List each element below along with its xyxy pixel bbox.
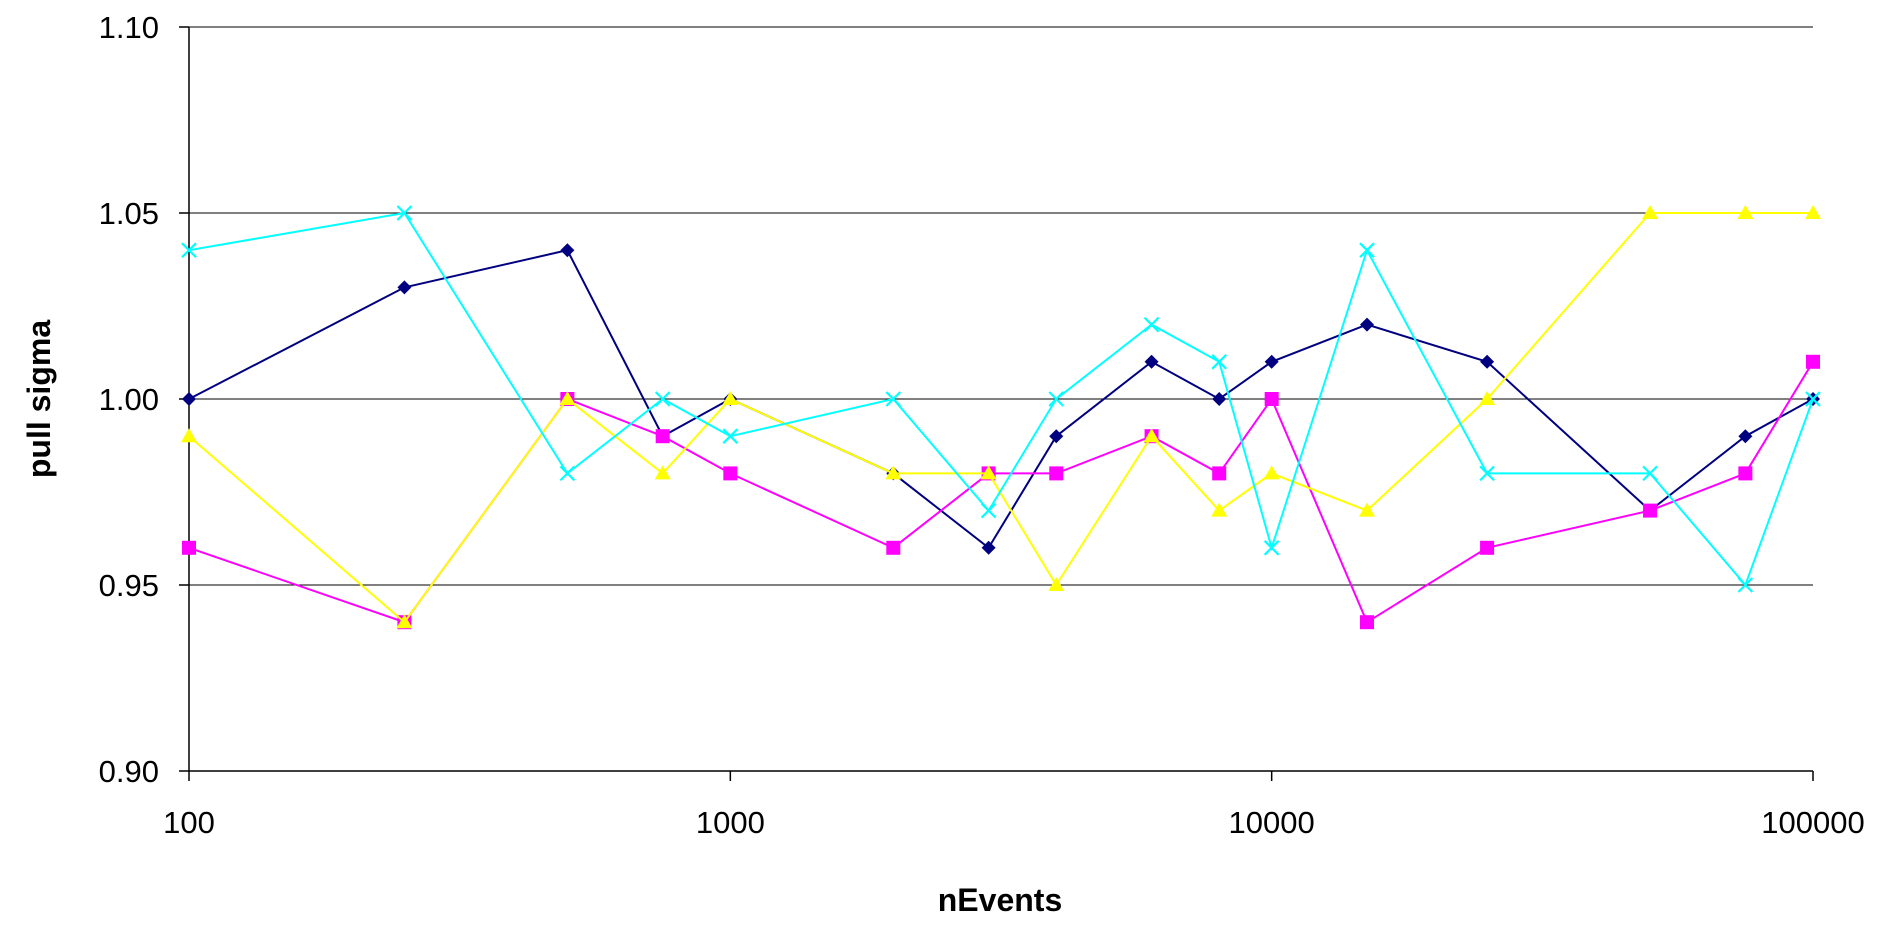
series-3-point-9 — [1143, 428, 1160, 443]
y-tick-label: 1.05 — [99, 196, 159, 231]
y-tick-label: 1.10 — [99, 10, 159, 45]
x-axis-title: nEvents — [938, 882, 1062, 918]
series-2-point-10 — [1212, 466, 1227, 481]
series-4-point-1 — [181, 242, 197, 258]
series-4-point-15 — [1737, 577, 1754, 593]
y-axis-title: pull sigma — [21, 320, 57, 478]
series-3-point-8 — [1048, 577, 1065, 591]
series-1-point-2 — [397, 280, 412, 295]
series-4-point-6 — [885, 391, 902, 407]
x-tick-label: 100000 — [1761, 805, 1864, 840]
series-1-point-9 — [1144, 354, 1159, 369]
series-2-point-6 — [886, 540, 901, 555]
series-3-point-2 — [396, 614, 413, 629]
series-2-point-5 — [723, 466, 738, 481]
series-2-point-8 — [1049, 466, 1064, 481]
x-tick-label: 1000 — [696, 805, 765, 840]
series-4-point-12 — [1359, 242, 1375, 258]
series-3-point-6 — [885, 465, 902, 480]
series-layer — [181, 205, 1821, 630]
series-4-point-16 — [1805, 391, 1821, 407]
series-3-point-12 — [1358, 502, 1375, 517]
x-tick-label: 100 — [163, 805, 215, 840]
series-3-point-4 — [654, 465, 671, 480]
labels-layer: 0.90 0.95 1.00 1.05 1.10 100 1000 10000 100000 nE… — [21, 10, 1865, 918]
series-3 — [181, 205, 1821, 629]
series-2-point-12 — [1359, 615, 1374, 630]
series-1-point-8 — [1049, 429, 1064, 444]
series-1-point-7 — [981, 540, 996, 555]
grid-layer — [189, 26, 1813, 586]
series-3-point-1 — [181, 428, 197, 443]
series-2-point-16 — [1806, 354, 1820, 369]
series-3-point-16 — [1805, 205, 1821, 219]
series-4-point-9 — [1143, 316, 1160, 333]
series-1-point-11 — [1264, 354, 1279, 369]
series-2-point-15 — [1738, 466, 1753, 481]
series-4-point-5 — [722, 428, 739, 444]
series-2-point-13 — [1480, 540, 1495, 555]
series-1-point-10 — [1212, 392, 1227, 406]
series-1-line — [188, 249, 1814, 550]
y-tick-label: 0.95 — [99, 568, 159, 603]
y-tick-label: 0.90 — [99, 754, 159, 789]
series-3-point-13 — [1479, 391, 1496, 405]
series-1-point-3 — [560, 243, 575, 258]
series-2-line — [188, 361, 1814, 624]
axes-layer — [179, 26, 1814, 781]
series-2-point-14 — [1643, 503, 1658, 518]
series-4-point-10 — [1211, 354, 1227, 370]
series-4-point-2 — [396, 205, 413, 221]
series-3-point-10 — [1211, 502, 1228, 517]
series-1-point-12 — [1359, 317, 1374, 332]
series-1-point-15 — [1738, 429, 1753, 444]
series-3-point-11 — [1263, 465, 1280, 480]
series-1-point-13 — [1480, 354, 1495, 369]
series-1-point-1 — [182, 392, 196, 406]
series-2-point-4 — [655, 429, 670, 444]
series-4-point-3 — [559, 465, 576, 482]
series-4-line — [188, 211, 1814, 587]
series-3-point-14 — [1642, 205, 1659, 219]
series-4-point-14 — [1642, 465, 1658, 482]
series-2-point-11 — [1264, 392, 1279, 406]
series-3-point-7 — [980, 465, 997, 480]
series-2-point-1 — [182, 540, 196, 555]
series-4-point-8 — [1048, 391, 1065, 407]
x-tick-label: 10000 — [1229, 805, 1315, 840]
series-4 — [181, 205, 1821, 593]
series-3-point-5 — [722, 391, 739, 405]
series-4-point-11 — [1263, 540, 1280, 556]
series-3-point-15 — [1737, 205, 1754, 219]
series-4-point-7 — [980, 502, 997, 519]
y-tick-label: 1.00 — [99, 382, 159, 417]
series-4-point-4 — [654, 391, 671, 407]
series-4-point-13 — [1479, 465, 1495, 482]
series-3-line — [188, 212, 1813, 624]
series-3-point-3 — [559, 391, 576, 405]
